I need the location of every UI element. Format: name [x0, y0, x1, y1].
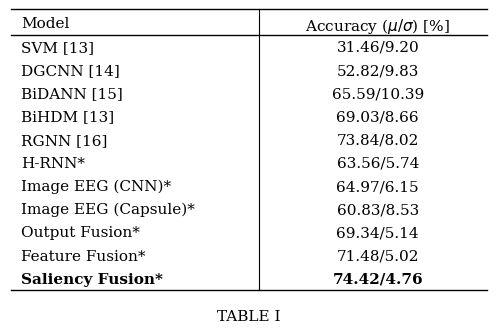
Text: RGNN [16]: RGNN [16] [21, 134, 108, 148]
Text: Model: Model [21, 17, 70, 31]
Text: TABLE I: TABLE I [217, 310, 281, 324]
Text: Output Fusion*: Output Fusion* [21, 226, 140, 240]
Text: 69.34/5.14: 69.34/5.14 [337, 226, 419, 240]
Text: H-RNN*: H-RNN* [21, 157, 85, 171]
Text: 69.03/8.66: 69.03/8.66 [337, 111, 419, 125]
Text: Saliency Fusion*: Saliency Fusion* [21, 273, 163, 287]
Text: SVM [13]: SVM [13] [21, 41, 94, 55]
Text: 65.59/10.39: 65.59/10.39 [332, 87, 424, 101]
Text: BiHDM [13]: BiHDM [13] [21, 111, 115, 125]
Text: Image EEG (CNN)*: Image EEG (CNN)* [21, 180, 171, 194]
Text: DGCNN [14]: DGCNN [14] [21, 64, 120, 78]
Text: 60.83/8.53: 60.83/8.53 [337, 203, 419, 217]
Text: Feature Fusion*: Feature Fusion* [21, 250, 146, 264]
Text: 71.48/5.02: 71.48/5.02 [337, 250, 419, 264]
Text: Accuracy ($\mu/\sigma$) [%]: Accuracy ($\mu/\sigma$) [%] [305, 17, 450, 36]
Text: Image EEG (Capsule)*: Image EEG (Capsule)* [21, 203, 195, 217]
Text: 73.84/8.02: 73.84/8.02 [337, 134, 419, 148]
Text: 74.42/4.76: 74.42/4.76 [333, 273, 423, 287]
Text: 64.97/6.15: 64.97/6.15 [337, 180, 419, 194]
Text: 63.56/5.74: 63.56/5.74 [337, 157, 419, 171]
Text: 52.82/9.83: 52.82/9.83 [337, 64, 419, 78]
Text: 31.46/9.20: 31.46/9.20 [336, 41, 419, 55]
Text: BiDANN [15]: BiDANN [15] [21, 87, 123, 101]
